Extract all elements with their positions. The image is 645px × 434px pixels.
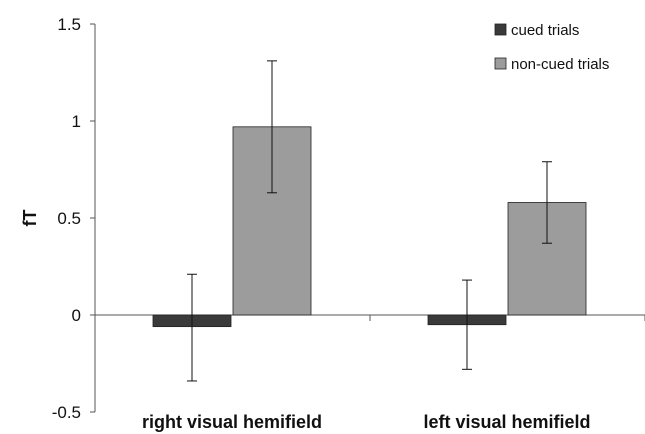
- y-tick-label: -0.5: [52, 403, 81, 422]
- legend: cued trials non-cued trials: [494, 22, 609, 73]
- y-tick-label: 0: [72, 306, 81, 325]
- legend-label-non-cued-trials: non-cued trials: [511, 56, 609, 73]
- category-label-right-visual-hemifield: right visual hemifield: [142, 412, 322, 432]
- y-tick-label: 0.5: [57, 209, 81, 228]
- legend-swatch-cued-trials: [494, 23, 507, 36]
- legend-swatch-non-cued-trials: [494, 57, 507, 70]
- category-label-left-visual-hemifield: left visual hemifield: [423, 412, 590, 432]
- y-tick-label: 1.5: [57, 15, 81, 34]
- legend-label-cued-trials: cued trials: [511, 22, 579, 39]
- y-tick-label: 1: [72, 112, 81, 131]
- y-axis-title: fT: [20, 210, 40, 227]
